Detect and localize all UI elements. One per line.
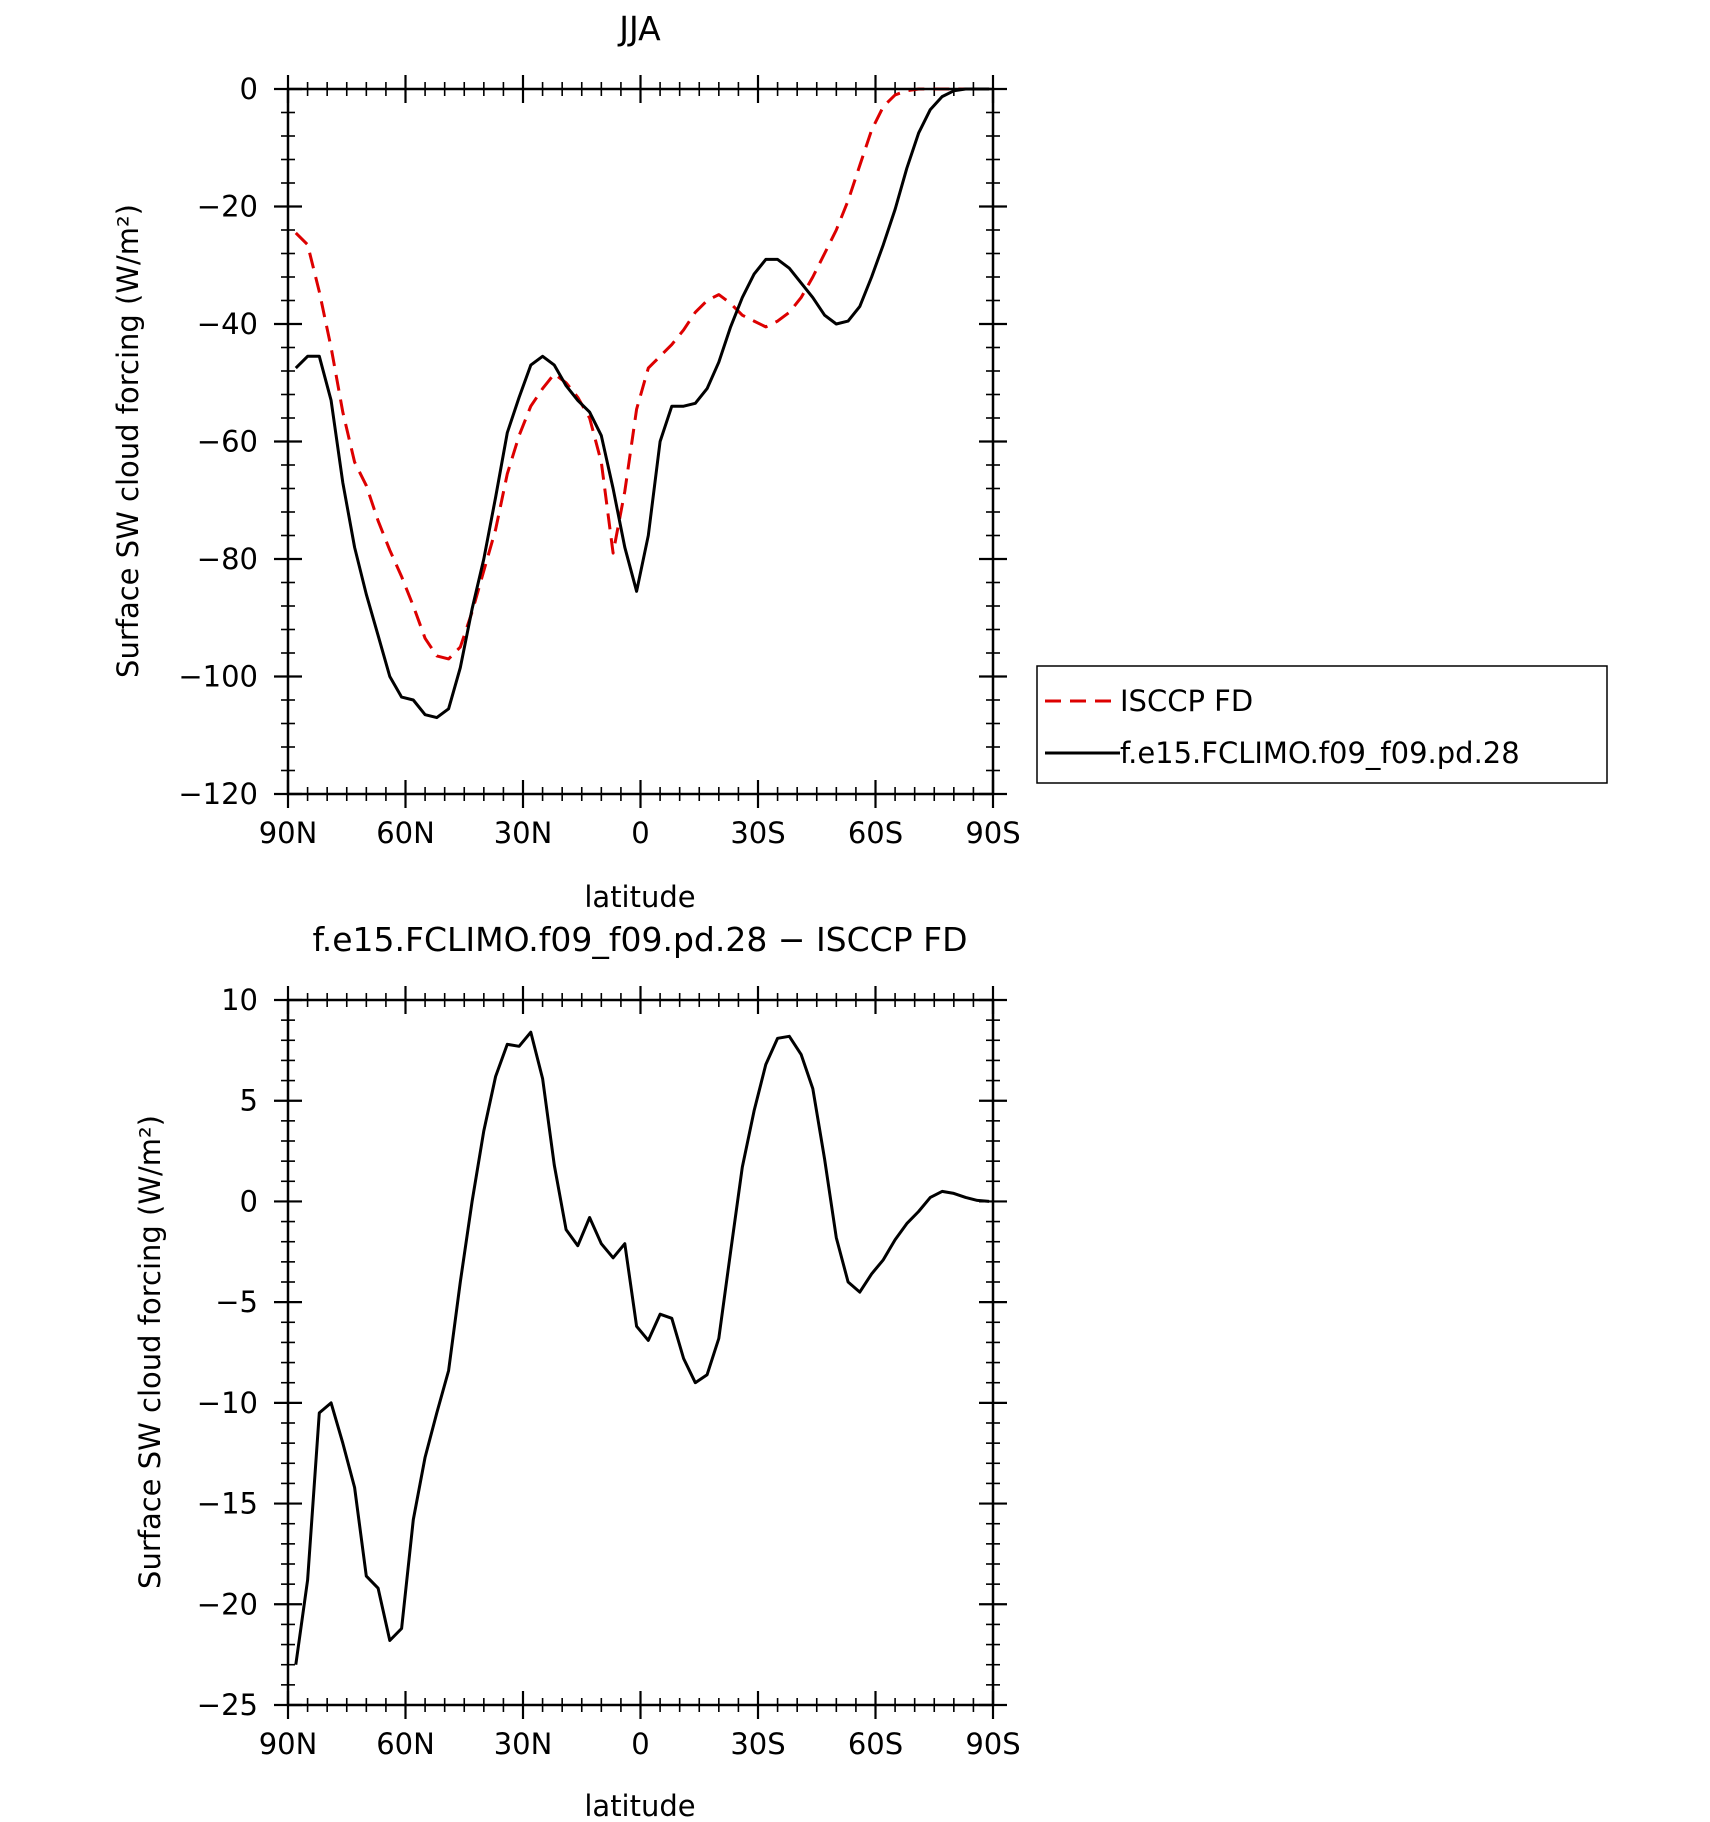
- bottom-series-line-0: [294, 1030, 990, 1665]
- bottom-y-tick-label: −25: [197, 1688, 258, 1722]
- bottom-x-axis-title: latitude: [584, 1789, 695, 1822]
- top-plot-frame: [286, 87, 995, 796]
- top-x-tick-label: 30N: [494, 816, 553, 850]
- bottom-x-tick-label: 0: [631, 1727, 649, 1761]
- bottom-y-tick-label: 0: [240, 1184, 258, 1218]
- bottom-y-tick-labels: 10 5 0 −5 −10 −15 −20 −25: [197, 983, 258, 1722]
- bottom-y-tick-label: −5: [215, 1285, 258, 1319]
- bottom-plot-series: [294, 1030, 990, 1665]
- bottom-y-tick-label: −15: [197, 1487, 258, 1521]
- bottom-x-tick-label: 90S: [965, 1727, 1020, 1761]
- top-y-tick-label: 0: [240, 72, 258, 106]
- legend-box: [1036, 665, 1608, 784]
- bottom-panel: f.e15.FCLIMO.f09_f09.pd.28 − ISCCP FD 10…: [133, 920, 1021, 1822]
- bottom-x-tick-label: 30S: [730, 1727, 785, 1761]
- top-x-tick-label: 60N: [376, 816, 435, 850]
- legend-label-isccp: ISCCP FD: [1120, 684, 1253, 718]
- legend-label-model: f.e15.FCLIMO.f09_f09.pd.28: [1120, 736, 1520, 770]
- top-panel: JJA 0 −20 −40 −60 −80 −100 −120 90N 60N 30N 0 30S 6…: [111, 9, 1608, 914]
- top-y-tick-label: −60: [197, 425, 258, 459]
- top-x-tick-label: 90N: [259, 816, 318, 850]
- top-panel-title: JJA: [617, 9, 661, 48]
- bottom-y-axis-title: Surface SW cloud forcing (W/m²): [133, 1115, 167, 1589]
- top-x-tick-label: 0: [631, 816, 649, 850]
- top-y-tick-label: −40: [197, 307, 258, 341]
- bottom-x-tick-label: 30N: [494, 1727, 553, 1761]
- top-x-tick-label: 90S: [965, 816, 1020, 850]
- top-y-tick-label: −80: [197, 542, 258, 576]
- top-y-tick-label: −100: [178, 660, 258, 694]
- bottom-y-tick-label: 5: [240, 1084, 258, 1118]
- bottom-y-tick-label: −10: [197, 1386, 258, 1420]
- bottom-panel-title: f.e15.FCLIMO.f09_f09.pd.28 − ISCCP FD: [313, 920, 968, 959]
- top-y-tick-label: −20: [197, 190, 258, 224]
- top-series-line-0: [294, 87, 990, 661]
- top-plot-series: [294, 87, 990, 720]
- bottom-y-tick-label: −20: [197, 1587, 258, 1621]
- bottom-plot-frame: [286, 998, 995, 1707]
- legend: ISCCP FD f.e15.FCLIMO.f09_f09.pd.28: [1036, 665, 1608, 784]
- top-x-tick-label: 30S: [730, 816, 785, 850]
- top-y-axis-title: Surface SW cloud forcing (W/m²): [111, 204, 145, 678]
- bottom-x-tick-labels: 90N 60N 30N 0 30S 60S 90S: [259, 1727, 1021, 1761]
- bottom-x-tick-label: 60S: [848, 1727, 903, 1761]
- top-grid-ticks: [274, 75, 1007, 808]
- top-y-tick-labels: 0 −20 −40 −60 −80 −100 −120: [178, 72, 258, 811]
- bottom-y-tick-label: 10: [221, 983, 258, 1017]
- top-series-line-1: [294, 87, 990, 720]
- top-x-tick-label: 60S: [848, 816, 903, 850]
- bottom-x-tick-label: 90N: [259, 1727, 318, 1761]
- top-y-tick-label: −120: [178, 777, 258, 811]
- top-x-tick-labels: 90N 60N 30N 0 30S 60S 90S: [259, 816, 1021, 850]
- top-x-axis-title: latitude: [584, 880, 695, 914]
- bottom-x-tick-label: 60N: [376, 1727, 435, 1761]
